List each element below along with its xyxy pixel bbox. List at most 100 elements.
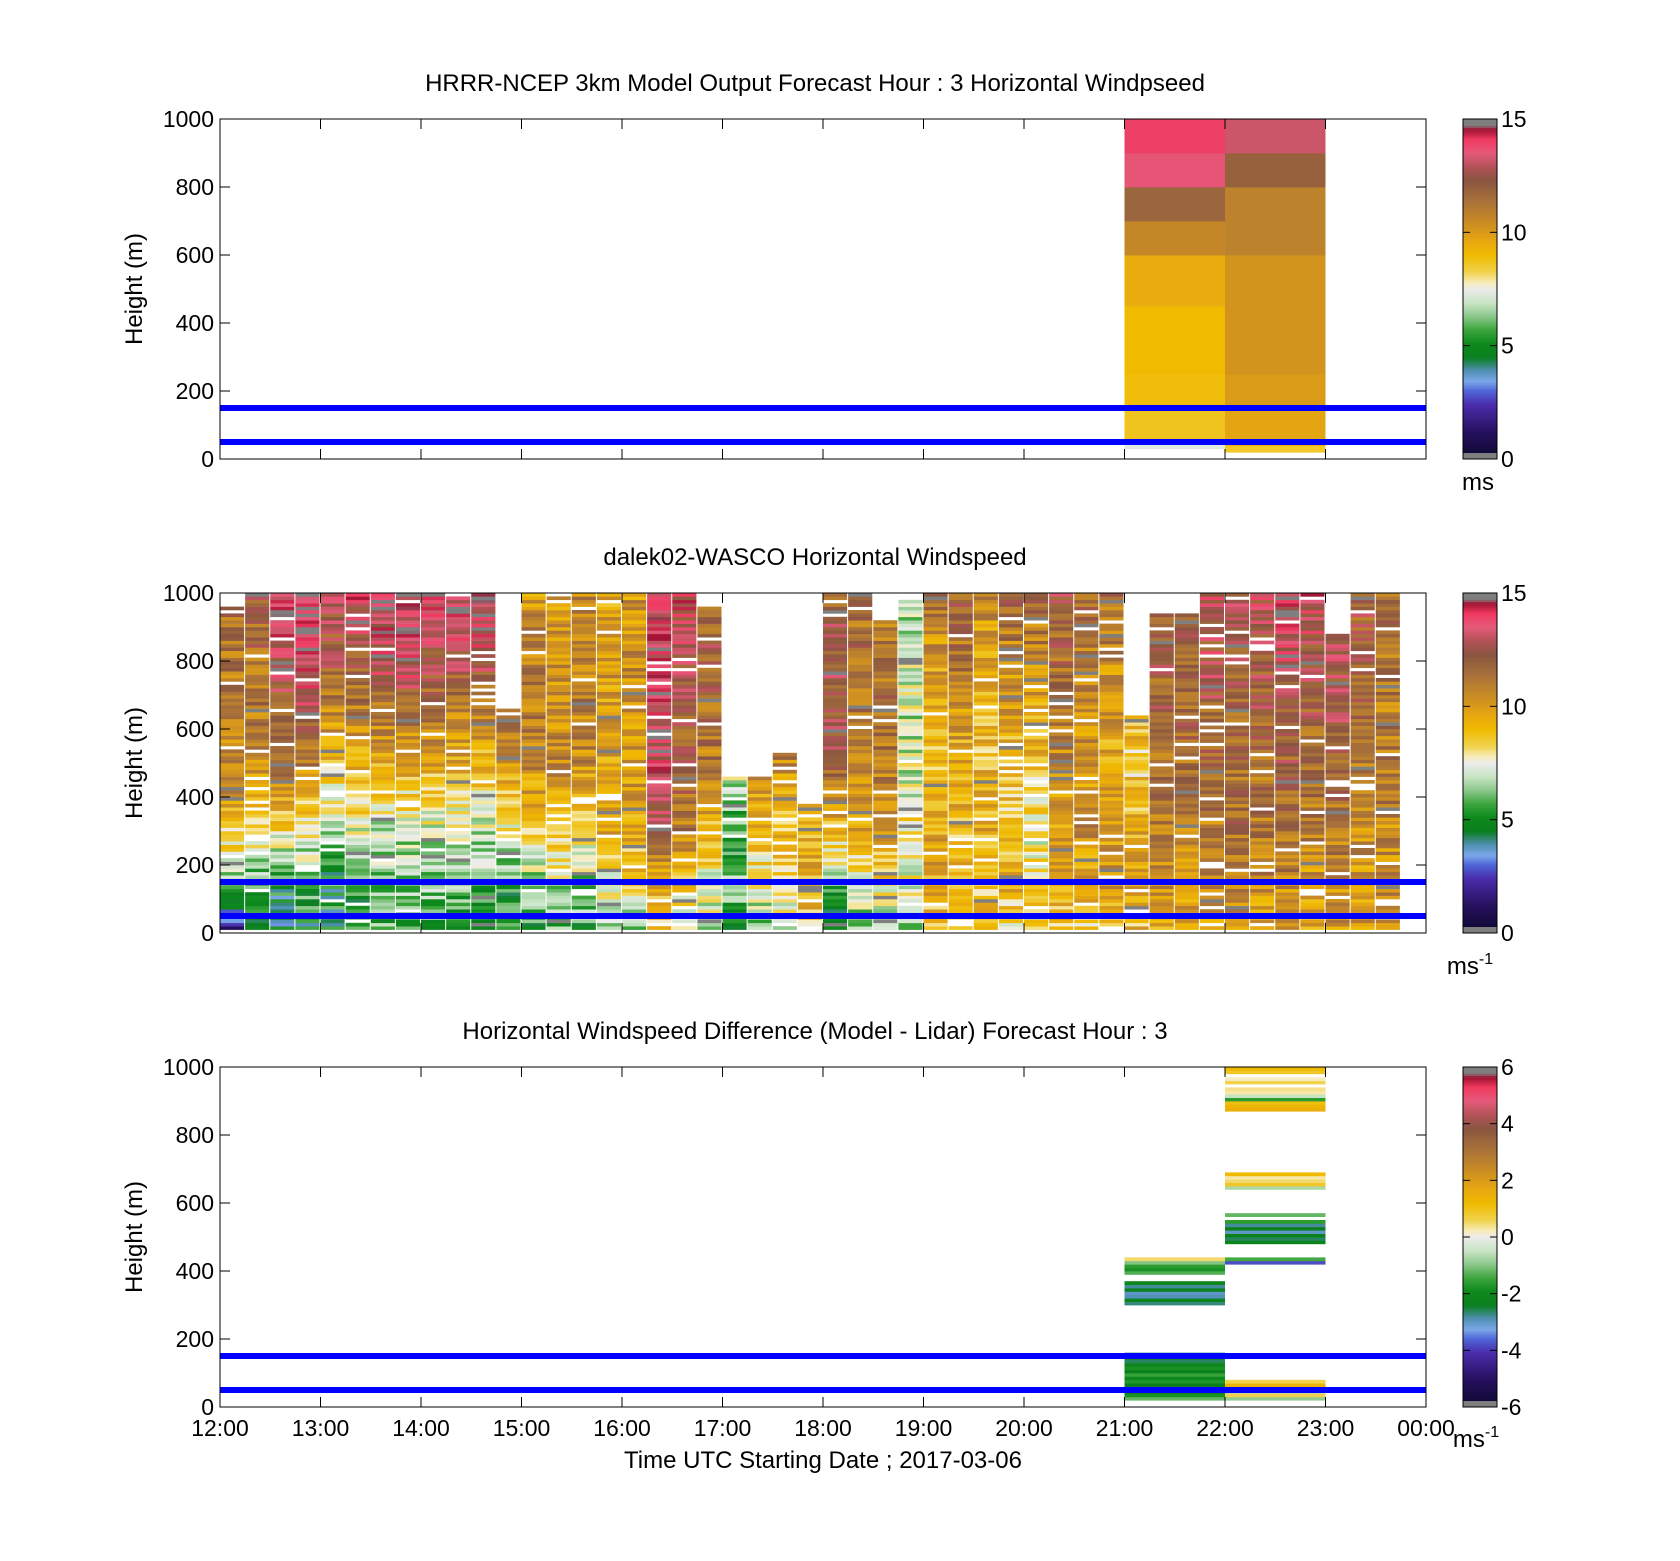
heatmap-cell bbox=[295, 647, 320, 652]
heatmap-cell bbox=[1099, 752, 1124, 757]
heatmap-cell bbox=[1300, 807, 1325, 811]
heatmap-cell bbox=[1350, 742, 1375, 747]
heatmap-cell bbox=[496, 752, 521, 757]
heatmap-cell bbox=[622, 769, 647, 774]
heatmap-cell bbox=[1375, 698, 1400, 703]
colorbar-swatch bbox=[1463, 170, 1497, 173]
panel-model-xticks bbox=[219, 119, 1427, 459]
heatmap-cell bbox=[270, 817, 295, 822]
heatmap-cell bbox=[1099, 746, 1124, 750]
colorbar-swatch bbox=[1463, 1298, 1497, 1302]
heatmap-cell bbox=[1049, 786, 1074, 791]
heatmap-cell bbox=[446, 637, 471, 641]
colorbar-swatch bbox=[1463, 905, 1497, 908]
heatmap-cell bbox=[1325, 664, 1350, 669]
heatmap-cell bbox=[1074, 844, 1099, 849]
heatmap-cell bbox=[1074, 657, 1099, 662]
heatmap-cell bbox=[521, 807, 546, 811]
heatmap-cell bbox=[923, 664, 948, 669]
heatmap-cell bbox=[1199, 780, 1225, 784]
heatmap-cell bbox=[270, 902, 295, 907]
heatmap-cell bbox=[772, 759, 797, 764]
heatmap-cell bbox=[848, 688, 873, 692]
heatmap-cell bbox=[948, 613, 973, 618]
heatmap-cell bbox=[471, 824, 496, 828]
heatmap-cell bbox=[1074, 851, 1099, 856]
heatmap-cell bbox=[270, 620, 295, 624]
colorbar-swatch bbox=[1463, 286, 1497, 290]
heatmap-cell bbox=[973, 786, 998, 791]
heatmap-cell bbox=[496, 725, 521, 730]
colorbar-swatch bbox=[1463, 720, 1497, 724]
heatmap-cell bbox=[295, 888, 320, 893]
heatmap-cell bbox=[1074, 786, 1099, 791]
heatmap-cell bbox=[521, 729, 546, 733]
heatmap-cell bbox=[797, 848, 823, 852]
heatmap-cell bbox=[1275, 865, 1300, 869]
heatmap-cell bbox=[1275, 769, 1300, 774]
heatmap-cell bbox=[546, 861, 571, 866]
heatmap-cell bbox=[1174, 905, 1199, 910]
colorbar-tick-label: 10 bbox=[1501, 693, 1527, 719]
colorbar-swatch bbox=[1463, 367, 1497, 371]
heatmap-cell bbox=[1199, 657, 1225, 662]
heatmap-cell bbox=[395, 756, 421, 760]
heatmap-cell bbox=[1275, 780, 1300, 784]
heatmap-cell bbox=[672, 739, 697, 743]
colorbar-swatch bbox=[1463, 346, 1497, 349]
heatmap-cell bbox=[1275, 698, 1300, 703]
panel-diff-title: Horizontal Windspeed Difference (Model -… bbox=[462, 1018, 1167, 1045]
heatmap-cell bbox=[1375, 739, 1400, 743]
heatmap-cell bbox=[1225, 1101, 1326, 1105]
heatmap-cell bbox=[471, 814, 496, 818]
colorbar-swatch bbox=[1463, 858, 1497, 862]
heatmap-cell bbox=[571, 922, 596, 927]
heatmap-cell bbox=[496, 742, 521, 747]
colorbar-swatch bbox=[1463, 837, 1497, 840]
colorbar-swatch bbox=[1463, 316, 1497, 320]
heatmap-cell bbox=[421, 759, 446, 764]
heatmap-cell bbox=[521, 752, 546, 757]
heatmap-cell bbox=[948, 596, 973, 601]
heatmap-cell bbox=[998, 888, 1024, 893]
heatmap-cell bbox=[370, 780, 395, 784]
heatmap-cell bbox=[395, 926, 421, 930]
heatmap-cell bbox=[320, 671, 345, 675]
heatmap-cell bbox=[1074, 780, 1099, 784]
heatmap-cell bbox=[446, 834, 471, 839]
colorbar-swatch bbox=[1463, 892, 1497, 896]
heatmap-cell bbox=[596, 637, 622, 641]
colorbar-swatch bbox=[1463, 909, 1497, 913]
colorbar-swatch bbox=[1463, 1377, 1497, 1380]
heatmap-cell bbox=[1350, 756, 1375, 760]
heatmap-cell bbox=[446, 848, 471, 852]
heatmap-cell bbox=[923, 599, 948, 604]
heatmap-cell bbox=[446, 844, 471, 849]
heatmap-cell bbox=[1350, 909, 1375, 913]
heatmap-cell bbox=[546, 613, 571, 618]
heatmap-cell bbox=[998, 814, 1024, 818]
heatmap-cell bbox=[1375, 793, 1400, 798]
heatmap-cell bbox=[546, 749, 571, 754]
heatmap-cell bbox=[1199, 688, 1225, 692]
heatmap-cell bbox=[1250, 599, 1275, 604]
heatmap-cell bbox=[220, 606, 245, 611]
heatmap-cell bbox=[848, 708, 873, 713]
heatmap-cell bbox=[596, 899, 622, 903]
heatmap-cell bbox=[270, 623, 295, 628]
heatmap-cell bbox=[973, 841, 998, 845]
heatmap-cell bbox=[270, 688, 295, 692]
heatmap-cell bbox=[1199, 841, 1225, 845]
heatmap-cell bbox=[220, 895, 245, 900]
heatmap-cell bbox=[421, 616, 446, 621]
heatmap-cell bbox=[270, 613, 295, 618]
colorbar-swatch bbox=[1463, 163, 1497, 167]
heatmap-cell bbox=[647, 729, 672, 733]
heatmap-cell bbox=[1250, 630, 1275, 635]
heatmap-cell bbox=[998, 739, 1024, 743]
heatmap-cell bbox=[320, 684, 345, 689]
heatmap-cell bbox=[948, 773, 973, 777]
heatmap-cell bbox=[521, 698, 546, 703]
heatmap-cell bbox=[471, 610, 496, 614]
